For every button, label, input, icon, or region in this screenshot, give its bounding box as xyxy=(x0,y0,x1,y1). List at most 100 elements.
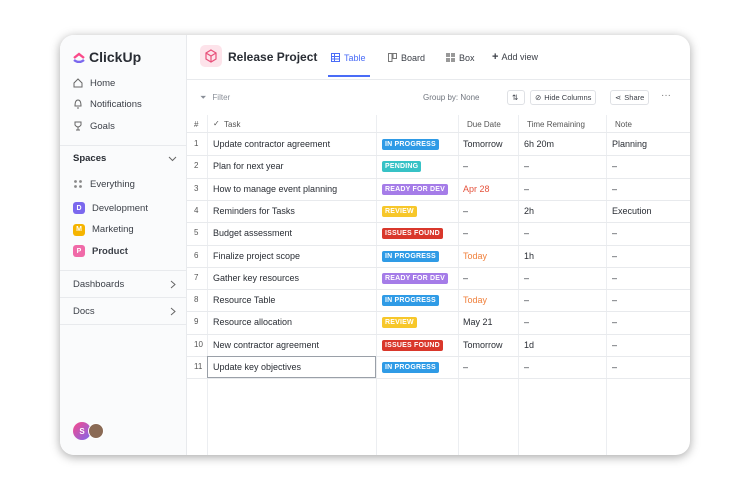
view-tab[interactable]: Board xyxy=(388,52,425,64)
space-item[interactable]: P Product xyxy=(73,244,128,258)
note: – xyxy=(612,362,618,372)
add-view-label: Add view xyxy=(501,52,538,62)
view-label: Board xyxy=(401,53,426,63)
time-remaining: – xyxy=(524,295,530,306)
status-badge[interactable]: ISSUES FOUND xyxy=(382,339,443,351)
nav-docs[interactable]: Docs xyxy=(73,304,95,318)
more-menu[interactable]: ··· xyxy=(661,90,671,101)
add-view[interactable]: + Add view xyxy=(492,51,538,63)
row-number: 2 xyxy=(194,161,199,171)
task-name[interactable]: Update contractor agreement xyxy=(213,139,331,149)
space-label: Development xyxy=(92,202,148,214)
due-date: – xyxy=(463,362,469,372)
nav-goals[interactable]: Goals xyxy=(73,119,115,133)
note: – xyxy=(612,272,618,283)
space-everything[interactable]: Everything xyxy=(73,177,135,191)
space-badge: M xyxy=(73,223,85,236)
due-date: – xyxy=(463,205,469,216)
status-badge[interactable]: READY FOR DEV xyxy=(382,272,449,284)
space-item[interactable]: D Development xyxy=(73,201,148,215)
filter-label: Filter xyxy=(212,93,231,102)
status-badge[interactable]: ISSUES FOUND xyxy=(382,228,443,240)
filter[interactable]: ⏷ Filter xyxy=(200,93,231,102)
row-line xyxy=(187,378,690,380)
task-name[interactable]: Plan for next year xyxy=(213,161,284,172)
group-by[interactable]: Group by: None xyxy=(423,93,480,102)
project-icon xyxy=(200,45,222,67)
time-remaining: 6h 20m xyxy=(524,139,555,149)
status-badge[interactable]: PENDING xyxy=(382,161,422,173)
chevron xyxy=(168,156,177,162)
hide-columns-button[interactable]: ⊘ Hide Columns xyxy=(530,90,597,105)
time-remaining: – xyxy=(524,362,530,372)
divider xyxy=(187,79,690,80)
row-line xyxy=(187,222,690,224)
task-name[interactable]: New contractor agreement xyxy=(213,339,320,350)
row-number: 11 xyxy=(194,362,203,371)
due-date: Tomorrow xyxy=(463,339,503,350)
task-name[interactable]: Gather key resources xyxy=(213,272,300,283)
status-badge[interactable]: IN PROGRESS xyxy=(382,362,439,373)
button-label: Share xyxy=(624,93,645,102)
row-number: 6 xyxy=(194,250,199,260)
chevron xyxy=(170,280,176,289)
task-name[interactable]: Update key objectives xyxy=(213,362,302,372)
due-date: Tomorrow xyxy=(463,139,503,149)
status-badge[interactable]: REVIEW xyxy=(382,317,417,329)
space-label: Marketing xyxy=(92,224,134,235)
divider xyxy=(60,324,187,325)
row-number: 9 xyxy=(194,317,199,327)
task-name[interactable]: Resource allocation xyxy=(213,317,293,328)
user-avatar[interactable]: S xyxy=(73,422,91,440)
nav-home[interactable]: Home xyxy=(73,76,115,90)
check-icon: ✓ xyxy=(213,119,220,128)
time-remaining: 2h xyxy=(524,205,535,216)
view-label: Table xyxy=(344,53,366,63)
row-number: 8 xyxy=(194,295,199,305)
space-badge: D xyxy=(73,202,85,214)
view-tab[interactable]: Box xyxy=(446,52,475,64)
column-header: Task xyxy=(224,120,241,129)
selected-cell xyxy=(207,356,376,379)
task-name[interactable]: Budget assessment xyxy=(213,228,293,239)
button-label: Hide Columns xyxy=(544,93,592,102)
row-number: 10 xyxy=(194,339,203,349)
nav-label: Notifications xyxy=(90,98,142,110)
note: – xyxy=(612,317,618,328)
share-button[interactable]: ⋖ Share xyxy=(610,90,650,105)
task-name[interactable]: How to manage event planning xyxy=(213,183,338,194)
user-photo[interactable] xyxy=(88,423,104,439)
row-line xyxy=(187,244,690,246)
task-name[interactable]: Reminders for Tasks xyxy=(213,205,295,216)
note: Execution xyxy=(612,205,652,216)
column-header: Due Date xyxy=(467,120,501,129)
due-date: Today xyxy=(463,250,488,261)
nav-dashboards[interactable]: Dashboards xyxy=(73,277,124,291)
task-name[interactable]: Resource Table xyxy=(213,295,276,306)
status-badge[interactable]: READY FOR DEV xyxy=(382,183,449,195)
space-item[interactable]: M Marketing xyxy=(73,223,134,237)
row-number: 4 xyxy=(194,205,199,215)
row-line xyxy=(187,199,690,201)
row-line xyxy=(187,356,690,357)
sort-button[interactable]: ⇅ xyxy=(507,90,525,105)
due-date: Today xyxy=(463,295,488,306)
column-header: # xyxy=(194,120,199,129)
view-tab-active[interactable]: Table xyxy=(331,52,366,64)
status-badge[interactable]: IN PROGRESS xyxy=(382,139,439,150)
task-name[interactable]: Finalize project scope xyxy=(213,250,301,261)
logo-text: ClickUp xyxy=(89,49,142,65)
nav-label: Dashboards xyxy=(73,278,125,290)
project-title: Release Project xyxy=(228,50,318,64)
row-line xyxy=(187,177,690,179)
row-number: 1 xyxy=(194,139,199,148)
nav-notifications[interactable]: Notifications xyxy=(73,97,142,111)
status-badge[interactable]: REVIEW xyxy=(382,205,417,217)
space-label: Everything xyxy=(90,178,135,190)
status-badge[interactable]: IN PROGRESS xyxy=(382,250,439,262)
row-line xyxy=(187,289,690,291)
space-badge: P xyxy=(73,245,85,257)
status-badge[interactable]: IN PROGRESS xyxy=(382,295,439,307)
row-line xyxy=(187,266,690,268)
